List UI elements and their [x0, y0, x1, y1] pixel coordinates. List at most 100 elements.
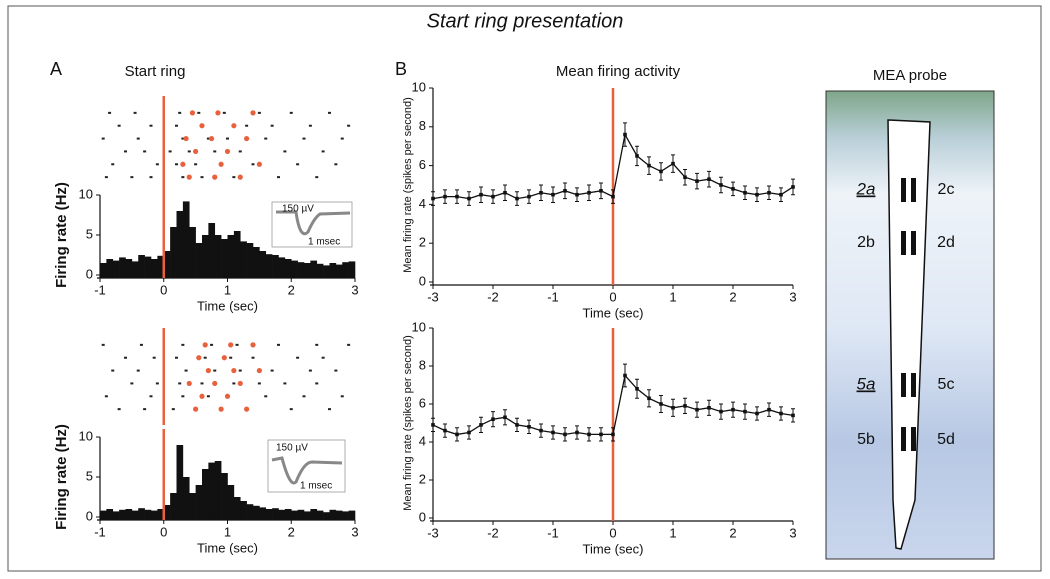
- x-tick-label: -2: [487, 289, 499, 304]
- spike: [334, 163, 338, 166]
- spike: [108, 111, 112, 114]
- electrode: [901, 178, 906, 202]
- point: [683, 404, 687, 408]
- histogram-bar: [246, 504, 254, 520]
- point: [443, 194, 447, 199]
- point: [551, 430, 555, 435]
- x-tick-label: 1: [224, 282, 231, 297]
- x-tick-label: 2: [288, 282, 295, 297]
- chart-title: Start ring: [125, 63, 186, 80]
- electrode: [911, 427, 916, 451]
- spike-highlight: [221, 355, 227, 361]
- histogram-bar: [182, 201, 190, 278]
- histogram-bar: [189, 493, 196, 520]
- spike: [222, 111, 226, 114]
- histogram-bar: [125, 259, 133, 278]
- point: [467, 196, 471, 201]
- histogram-bar: [227, 485, 235, 520]
- histogram-bar: [246, 243, 254, 278]
- spike-highlight: [208, 135, 215, 142]
- point: [707, 177, 711, 181]
- histogram-bar: [157, 509, 165, 520]
- point: [611, 194, 615, 199]
- x-tick-label: 1: [224, 524, 231, 539]
- spike-highlight: [237, 174, 243, 180]
- histogram-bar: [176, 445, 184, 520]
- histogram-bar: [310, 509, 318, 520]
- y-tick-label: 10: [412, 79, 426, 94]
- spike: [133, 111, 137, 114]
- histogram-bar: [284, 509, 292, 520]
- point: [587, 190, 591, 195]
- histogram-bar: [221, 239, 228, 278]
- electrode: [901, 231, 906, 255]
- spike-highlight: [218, 406, 224, 412]
- electrode-label: 5a: [857, 374, 876, 393]
- point: [563, 432, 567, 437]
- x-tick-label: 3: [789, 525, 796, 540]
- point: [431, 423, 435, 427]
- histogram-bar: [233, 497, 241, 520]
- histogram-bar: [240, 501, 247, 520]
- spike-highlight: [193, 406, 199, 412]
- spike-highlight: [218, 161, 224, 167]
- spike-highlight: [215, 110, 221, 116]
- x-tick-label: 2: [729, 525, 736, 540]
- spike: [277, 343, 280, 346]
- spike: [213, 369, 217, 372]
- x-tick-label: 0: [609, 525, 616, 540]
- histogram-bar: [272, 255, 279, 278]
- spike-highlight: [199, 123, 205, 129]
- point: [719, 183, 723, 187]
- point: [611, 432, 615, 437]
- histogram-bar: [291, 260, 298, 278]
- electrode-label: 2a: [856, 179, 876, 198]
- spike: [203, 356, 207, 359]
- y-tick-label: 5: [86, 468, 93, 483]
- histogram-bar: [163, 251, 171, 278]
- histogram-bar: [138, 255, 145, 278]
- spike: [168, 150, 172, 153]
- histogram-bar: [119, 257, 126, 278]
- histogram-bar: [227, 235, 235, 278]
- x-tick-label: -1: [547, 525, 559, 540]
- spike: [178, 382, 182, 385]
- spike-highlight: [189, 110, 196, 116]
- spike: [200, 176, 204, 179]
- point: [671, 406, 675, 410]
- spike: [235, 343, 239, 346]
- histogram-bar: [138, 508, 145, 520]
- spike: [194, 163, 198, 166]
- y-tick-label: 6: [419, 157, 426, 172]
- spike: [152, 356, 156, 359]
- spike: [104, 176, 108, 179]
- spike: [232, 382, 236, 385]
- spike: [136, 369, 140, 372]
- axis-line: [430, 88, 793, 286]
- x-tick-label: -3: [427, 525, 439, 540]
- point: [743, 190, 747, 195]
- histogram-bar: [170, 227, 177, 278]
- electrode: [911, 178, 916, 202]
- point: [695, 179, 699, 183]
- inset-box: [271, 201, 353, 248]
- histogram-bar: [112, 511, 120, 520]
- point: [575, 192, 579, 197]
- histogram-bar: [335, 510, 343, 520]
- histogram-bar: [100, 510, 107, 520]
- point: [563, 189, 567, 193]
- histogram-bar: [304, 511, 311, 520]
- spike: [143, 408, 147, 411]
- spike-highlight: [244, 406, 250, 412]
- point: [539, 190, 543, 195]
- histogram-bar: [278, 509, 286, 520]
- point: [599, 432, 603, 437]
- x-tick-label: 0: [160, 282, 167, 297]
- spike: [149, 176, 153, 179]
- spike: [270, 369, 274, 372]
- point: [455, 432, 459, 437]
- spike: [117, 408, 121, 411]
- point: [515, 423, 519, 427]
- histogram-bar: [297, 509, 305, 520]
